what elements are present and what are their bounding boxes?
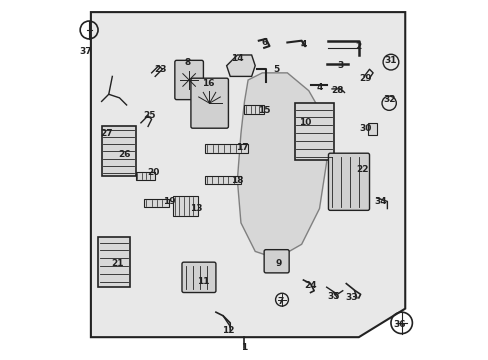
Bar (205, 176, 241, 184)
Text: 4: 4 (300, 40, 306, 49)
Text: 5: 5 (273, 65, 279, 74)
Text: 16: 16 (202, 79, 215, 88)
Text: 27: 27 (101, 129, 113, 138)
Text: 24: 24 (304, 281, 316, 290)
Text: 34: 34 (373, 197, 386, 206)
Text: 30: 30 (359, 124, 371, 133)
Text: 6: 6 (261, 38, 267, 47)
Text: 21: 21 (111, 260, 123, 269)
Text: 1: 1 (241, 343, 247, 352)
Text: 26: 26 (118, 150, 131, 159)
Bar (173, 196, 198, 216)
Text: 31: 31 (384, 56, 396, 65)
Text: 8: 8 (184, 58, 190, 67)
Text: 25: 25 (143, 111, 156, 120)
Text: 35: 35 (327, 292, 339, 301)
Text: 13: 13 (190, 204, 202, 213)
Text: 9: 9 (275, 260, 281, 269)
Text: 14: 14 (230, 54, 243, 63)
FancyBboxPatch shape (182, 262, 216, 293)
Text: 18: 18 (231, 176, 243, 185)
Text: 2: 2 (355, 41, 361, 50)
Bar (367, 123, 376, 135)
FancyBboxPatch shape (264, 249, 288, 273)
Text: 32: 32 (382, 95, 395, 104)
Bar (244, 105, 264, 114)
Text: 17: 17 (236, 143, 248, 152)
Text: 33: 33 (345, 293, 357, 302)
Polygon shape (91, 12, 405, 337)
Polygon shape (237, 73, 326, 258)
Text: 22: 22 (355, 165, 368, 174)
Text: 19: 19 (163, 197, 176, 206)
Text: 36: 36 (393, 320, 406, 329)
Text: 15: 15 (257, 106, 270, 115)
FancyBboxPatch shape (328, 153, 369, 210)
Text: 4: 4 (316, 83, 322, 92)
Text: 23: 23 (154, 65, 166, 74)
Text: 28: 28 (330, 86, 343, 95)
Text: 11: 11 (197, 277, 209, 286)
Text: 7: 7 (277, 297, 283, 306)
Text: 12: 12 (222, 325, 234, 334)
Bar (294, 103, 333, 160)
Bar (144, 199, 169, 207)
Text: 10: 10 (299, 118, 311, 127)
Text: 20: 20 (147, 168, 159, 177)
Polygon shape (226, 55, 255, 76)
FancyBboxPatch shape (175, 60, 203, 100)
Text: 3: 3 (337, 61, 344, 70)
Bar (102, 126, 135, 176)
Bar (98, 237, 130, 287)
Text: 37: 37 (79, 47, 92, 56)
Bar (205, 144, 247, 153)
Bar (135, 172, 155, 180)
Text: 29: 29 (359, 74, 371, 83)
FancyBboxPatch shape (190, 78, 228, 128)
